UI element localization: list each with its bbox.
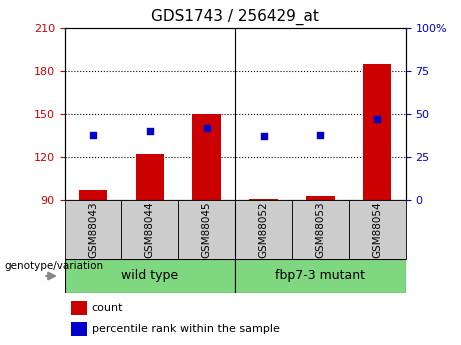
Text: GSM88052: GSM88052 [259,201,269,258]
Point [89,132,97,137]
Bar [193,114,221,200]
FancyBboxPatch shape [235,259,406,293]
FancyBboxPatch shape [178,200,235,259]
Point [203,125,210,130]
FancyBboxPatch shape [121,200,178,259]
Text: GSM88054: GSM88054 [372,201,382,258]
Bar [363,63,391,200]
Text: GSM88053: GSM88053 [315,201,325,258]
Text: fbp7-3 mutant: fbp7-3 mutant [275,269,366,283]
Bar [71,301,87,315]
Text: GSM88044: GSM88044 [145,201,155,258]
Bar [306,196,335,200]
Text: count: count [92,303,124,313]
Bar [79,190,107,200]
FancyBboxPatch shape [235,200,292,259]
Text: GSM88045: GSM88045 [201,201,212,258]
Text: percentile rank within the sample: percentile rank within the sample [92,324,280,334]
Point [260,134,267,139]
Bar [136,154,164,200]
Text: GSM88043: GSM88043 [88,201,98,258]
Bar [71,322,87,336]
Point [146,128,154,134]
FancyBboxPatch shape [65,200,121,259]
Title: GDS1743 / 256429_at: GDS1743 / 256429_at [151,9,319,25]
FancyBboxPatch shape [349,200,406,259]
FancyBboxPatch shape [65,259,235,293]
Bar [249,199,278,200]
Point [317,132,324,137]
FancyBboxPatch shape [292,200,349,259]
Text: genotype/variation: genotype/variation [5,261,104,270]
Text: wild type: wild type [121,269,178,283]
Point [373,116,381,122]
